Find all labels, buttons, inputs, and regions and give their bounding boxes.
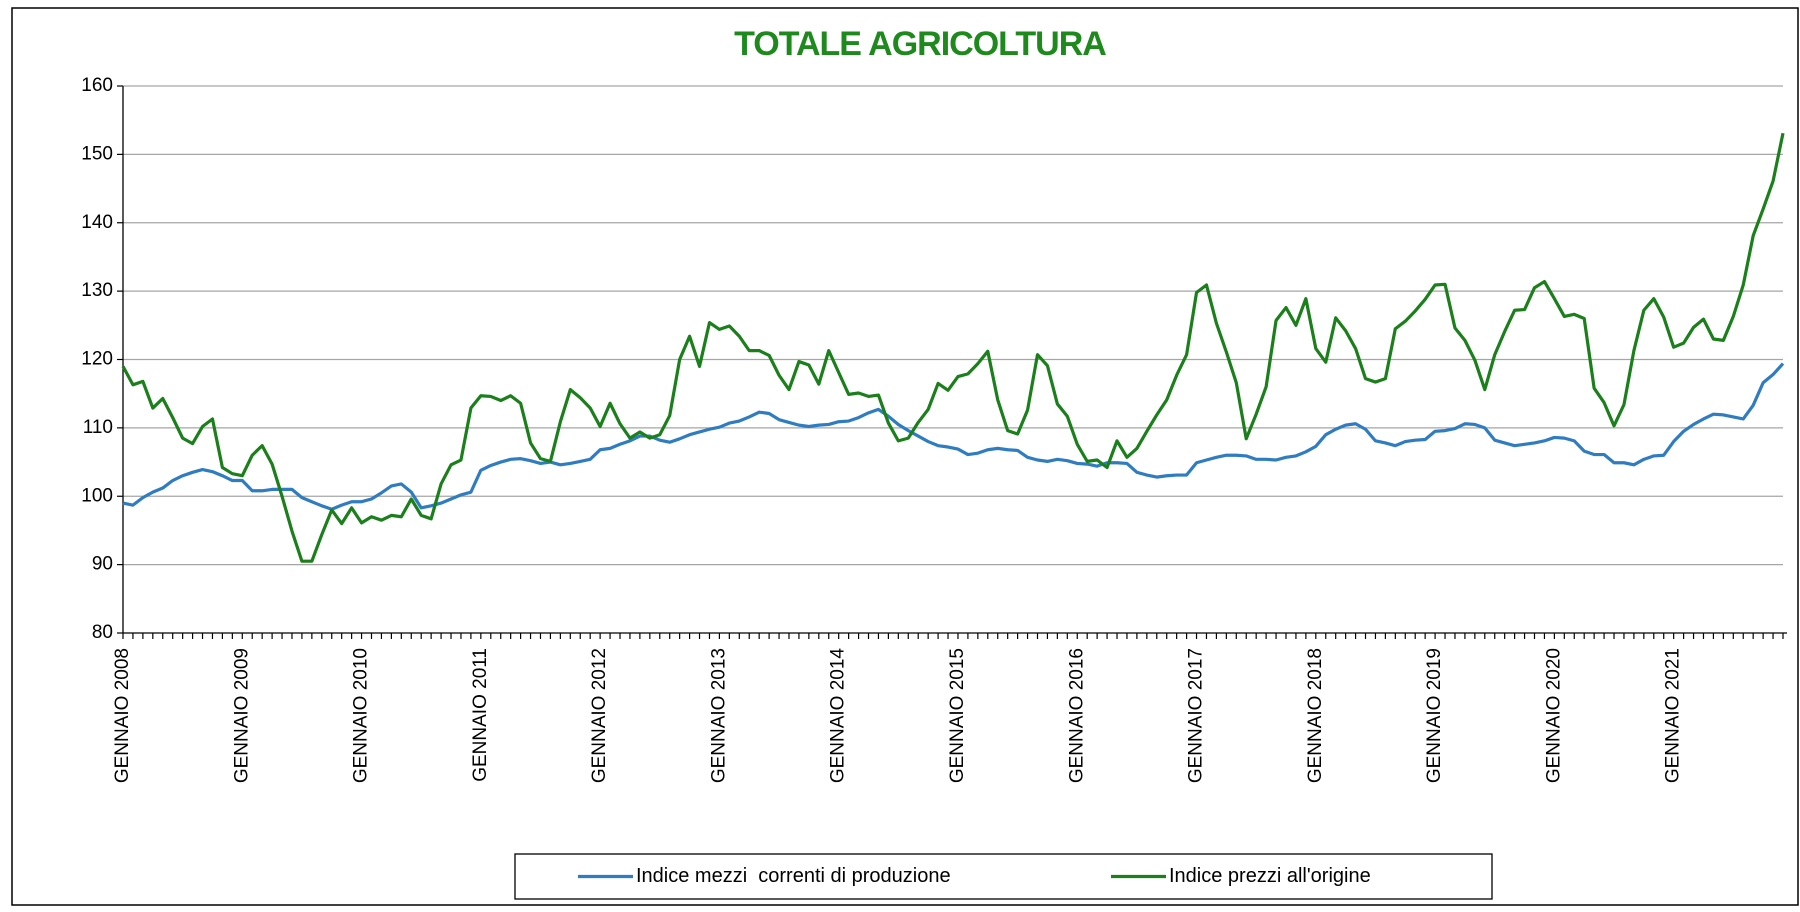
y-tick-label: 160: [81, 75, 113, 96]
y-tick-label: 130: [81, 280, 113, 301]
y-tick-label: 80: [92, 622, 113, 643]
x-tick-label: GENNAIO 2014: [828, 648, 849, 784]
y-tick-label: 150: [81, 143, 113, 164]
chart-title: TOTALE AGRICOLTURA: [734, 25, 1106, 63]
y-tick-label: 120: [81, 349, 113, 370]
legend-box: [514, 853, 1493, 900]
y-tick-label: 140: [81, 212, 113, 233]
x-tick-label: GENNAIO 2008: [112, 648, 133, 783]
y-tick-label: 90: [92, 554, 113, 575]
x-tick-label: GENNAIO 2010: [351, 648, 372, 783]
legend-label: Indice mezzi correnti di produzione: [636, 865, 951, 887]
x-tick-label: GENNAIO 2012: [589, 648, 610, 783]
series-line: [121, 132, 1785, 563]
x-tick-label: GENNAIO 2016: [1066, 648, 1087, 783]
x-tick-label: GENNAIO 2015: [947, 648, 968, 783]
chart-border: [11, 7, 1799, 906]
x-tick-label: GENNAIO 2021: [1663, 648, 1684, 783]
x-tick-label: GENNAIO 2009: [231, 648, 252, 783]
x-tick-label: GENNAIO 2017: [1186, 648, 1207, 783]
legend-label: Indice prezzi all'origine: [1169, 865, 1371, 887]
x-tick-label: GENNAIO 2020: [1543, 648, 1564, 783]
x-tick-label: GENNAIO 2019: [1424, 648, 1445, 783]
x-tick-label: GENNAIO 2013: [708, 648, 729, 783]
y-tick-label: 110: [83, 417, 113, 438]
y-tick-label: 100: [81, 485, 113, 506]
x-tick-label: GENNAIO 2018: [1305, 648, 1326, 783]
x-tick-label: GENNAIO 2011: [470, 648, 491, 782]
series-line: [122, 362, 1785, 511]
